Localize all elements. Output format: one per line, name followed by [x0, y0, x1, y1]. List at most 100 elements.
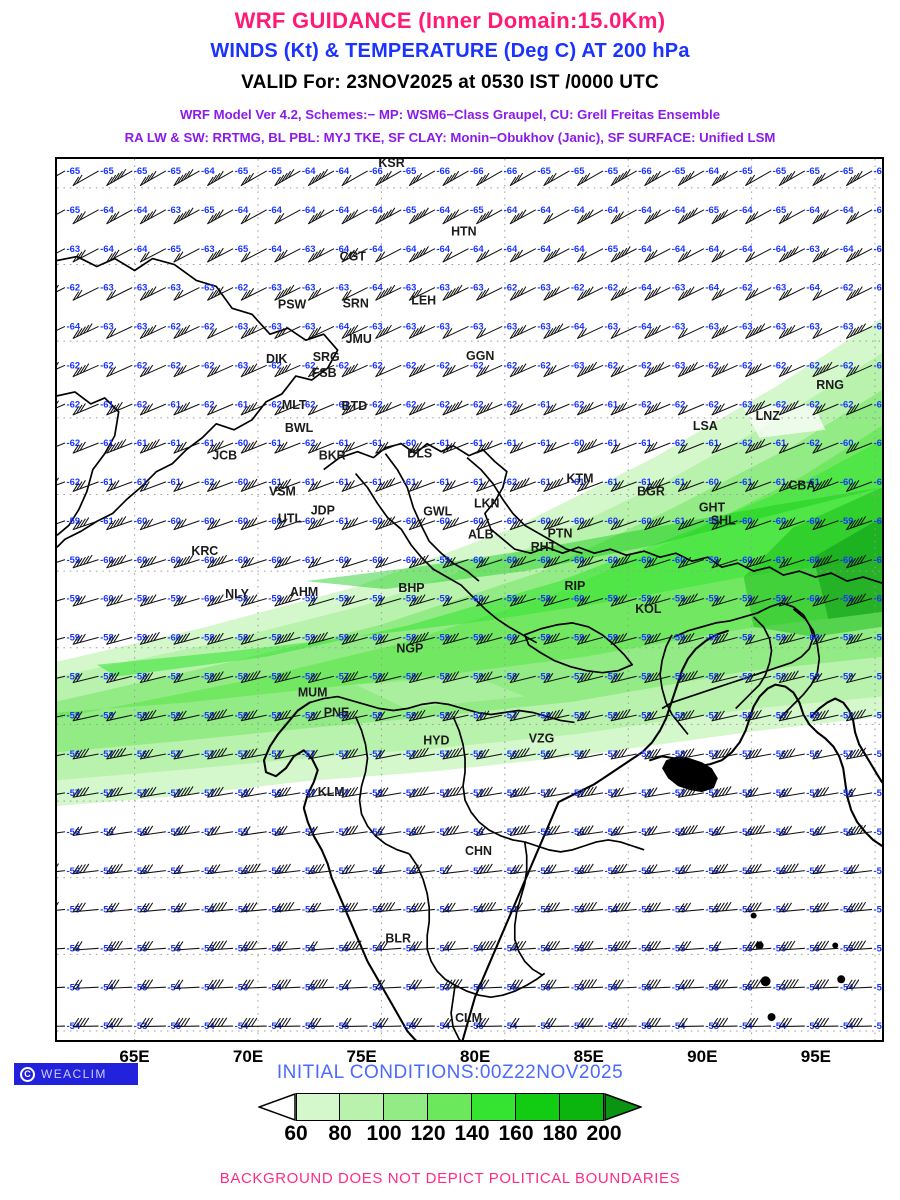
wind-barb — [677, 593, 705, 607]
temperature-value: -57 — [201, 827, 215, 838]
temperature-value: -56 — [739, 905, 753, 916]
temperature-value: -59 — [705, 594, 719, 605]
wind-barb — [577, 786, 604, 798]
temperature-value: -59 — [167, 710, 181, 721]
temperature-value: -60 — [167, 516, 181, 527]
temperature-value: -60 — [403, 438, 417, 449]
temperature-value: -64 — [705, 244, 719, 255]
wind-barb — [644, 516, 671, 531]
temperature-value: -61 — [605, 399, 619, 410]
temperature-value: -63 — [537, 322, 551, 333]
wind-barb — [207, 594, 234, 607]
wind-barb — [812, 864, 839, 875]
temperature-value: -56 — [134, 749, 148, 760]
temperature-value: -62 — [134, 360, 148, 371]
colorbar-cell — [340, 1093, 384, 1121]
wind-barb — [509, 634, 536, 645]
temperature-value: -61 — [672, 477, 686, 488]
colorbar-swatches[interactable] — [258, 1093, 642, 1121]
wind-barb — [375, 979, 402, 989]
x-tick — [755, 1040, 757, 1042]
temperature-value: -57 — [874, 749, 882, 760]
wind-barb — [610, 594, 637, 607]
wind-barb — [778, 902, 805, 913]
temperature-value: -60 — [268, 555, 282, 566]
city-label: HTN — [451, 225, 477, 239]
temperature-value: -57 — [100, 749, 114, 760]
wind-barb — [812, 940, 839, 951]
temperature-value: -60 — [268, 516, 282, 527]
wind-barb — [644, 940, 671, 951]
temperature-value: -62 — [672, 438, 686, 449]
temperature-value: -58 — [201, 633, 215, 644]
wind-barb — [577, 978, 604, 989]
wind-barb — [745, 438, 772, 454]
wind-barb — [139, 555, 167, 569]
temperature-value: -60 — [335, 555, 349, 566]
temperature-value: -61 — [571, 477, 585, 488]
temperature-value: -59 — [605, 633, 619, 644]
temperature-value: -57 — [672, 788, 686, 799]
wind-barb — [711, 710, 738, 722]
wind-barb — [543, 286, 570, 301]
wind-barb — [845, 286, 873, 301]
temperature-value: -58 — [840, 633, 854, 644]
wind-barb — [778, 364, 806, 378]
wind-barb — [576, 286, 604, 301]
temperature-value: -59 — [167, 594, 181, 605]
wind-barb — [274, 248, 301, 263]
wind-barb — [408, 594, 436, 607]
wind-barb — [274, 979, 301, 989]
temperature-value: -59 — [874, 633, 882, 644]
temperature-value: -64 — [134, 205, 148, 216]
wind-barb — [543, 632, 570, 645]
wind-barb — [610, 286, 637, 301]
city-label: GWL — [423, 504, 452, 518]
wind-barb — [72, 711, 99, 722]
wind-barb — [812, 709, 839, 722]
wind-barb — [476, 401, 503, 416]
wind-barb — [778, 517, 805, 531]
wind-barb — [206, 286, 234, 301]
temperature-value: -62 — [504, 283, 518, 294]
temperature-value: -56 — [470, 827, 484, 838]
colorbar[interactable] — [0, 1093, 900, 1123]
city-label: BKR — [319, 449, 346, 463]
wind-barb — [173, 672, 200, 684]
temperature-value: -58 — [369, 671, 383, 682]
temperature-value: -56 — [874, 827, 882, 838]
wind-barb — [139, 170, 167, 187]
wind-barb — [408, 631, 436, 645]
wind-barb — [375, 364, 402, 378]
temperature-value: -59 — [66, 555, 80, 566]
temperature-value: -60 — [100, 594, 114, 605]
wind-barb — [846, 632, 873, 645]
wind-barb — [644, 401, 671, 416]
wind-barb — [72, 170, 99, 187]
temperature-value: -55 — [672, 827, 686, 838]
temperature-value: -63 — [403, 322, 417, 333]
colorbar-cell — [296, 1093, 340, 1121]
temperature-value: -58 — [504, 788, 518, 799]
wind-barb — [173, 287, 200, 301]
wind-barb — [375, 940, 402, 951]
wind-barb — [476, 710, 503, 722]
wind-barb — [307, 168, 335, 187]
weather-map-plot[interactable]: -65 -65 -65 -65 -64 -65 -65 -64 -64 -66 -65 -66 -66 -… — [55, 157, 884, 1042]
temperature-value: -63 — [537, 283, 551, 294]
temperature-value: -59 — [773, 633, 787, 644]
temperature-value: -58 — [705, 671, 719, 682]
wind-barb — [576, 517, 604, 531]
temperature-value: -57 — [470, 710, 484, 721]
city-label: SRG — [313, 350, 340, 364]
wind-barb — [778, 209, 806, 225]
temperature-value: -64 — [874, 322, 882, 333]
city-label: DIK — [266, 352, 287, 366]
wind-barb — [678, 1017, 704, 1028]
temperature-value: -64 — [302, 166, 316, 177]
temperature-value: -62 — [66, 283, 80, 294]
temperature-value: -55 — [335, 944, 349, 955]
wind-barb — [207, 554, 234, 569]
wind-barb — [476, 826, 503, 836]
map-canvas: -65 -65 -65 -65 -64 -65 -65 -64 -64 -66 -65 -66 -66 -… — [57, 159, 882, 1040]
